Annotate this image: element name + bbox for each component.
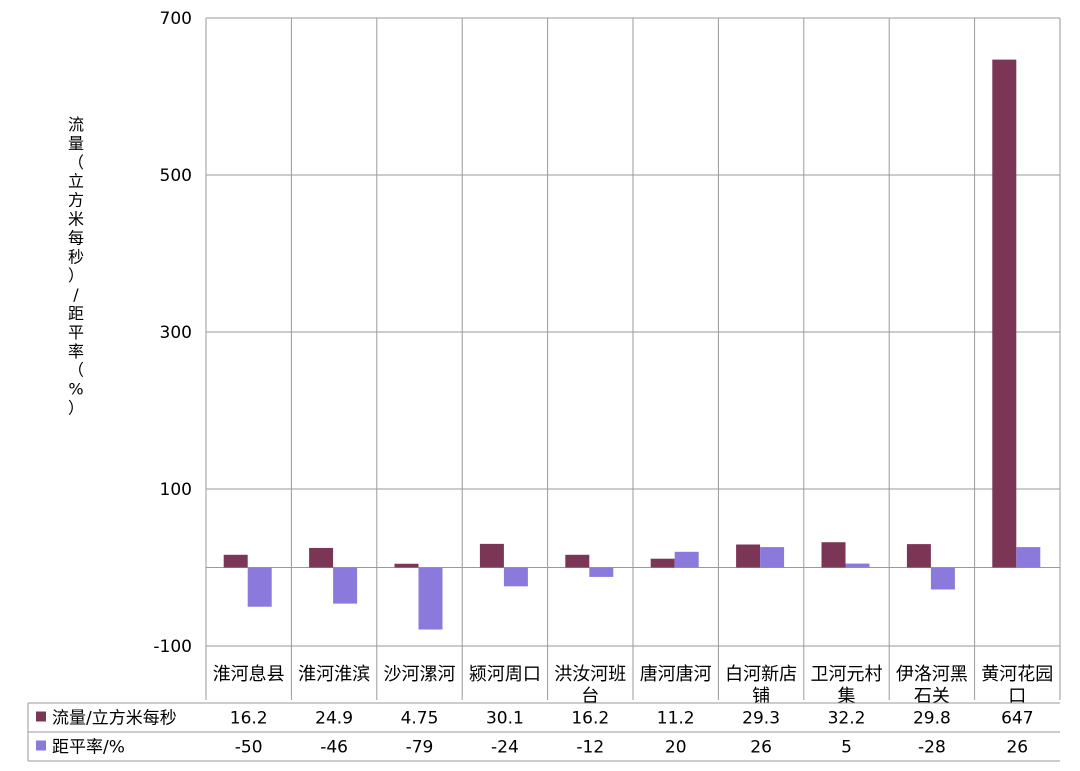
category-label: 唐河唐河 [640,664,712,685]
category-label: 黄河花园 [981,664,1053,685]
table-value: 29.8 [913,709,951,729]
y-ticks: -100 100 300 500 700 [153,9,192,657]
table-value: 11.2 [657,709,695,729]
bar-anomaly [845,563,870,568]
bar-flow [906,544,931,568]
grid [205,17,1061,700]
table-value: -46 [320,738,348,758]
category-label: 洪汝河班 [554,664,626,685]
table-value: 16.2 [230,709,268,729]
category-label: 颍河周口 [469,664,541,685]
category-label: 台 [581,686,599,707]
table-value: 24.9 [315,709,353,729]
y-tick-label: 100 [160,480,192,500]
bar-anomaly [589,567,614,577]
table-value: -28 [918,738,946,758]
y-axis-title: 流量（立方米每秒）/距平率（%） [68,115,84,417]
category-label: 口 [1008,686,1026,707]
bar-flow [565,554,590,568]
category-label: 石关 [914,686,950,707]
table-value: 29.3 [742,709,780,729]
category-label: 卫河元村 [811,664,883,685]
bar-flow [223,554,248,568]
category-label: 淮河息县 [213,664,285,685]
bar-flow [394,563,419,568]
table-value: 5 [841,738,852,758]
table-value: 4.75 [401,709,439,729]
table-value: 20 [665,738,687,758]
bar-flow [309,547,334,568]
table-value: -24 [491,738,519,758]
category-label: 沙河漯河 [384,664,456,685]
bar-anomaly [1016,547,1041,568]
legend-label: 流量/立方米每秒 [52,709,177,729]
category-label: 白河新店 [725,664,797,685]
bar-flow [736,544,761,568]
bar-flow [992,59,1017,568]
category-label: 伊洛河黑 [896,664,968,685]
bar-anomaly [503,567,528,587]
table-value: 32.2 [828,709,866,729]
table-value: -50 [235,738,263,758]
bar-anomaly [760,547,785,568]
table-value: 26 [750,738,772,758]
table-value: -12 [576,738,604,758]
legend-swatch [36,740,46,751]
y-tick-label: 300 [160,323,192,343]
category-label: 淮河淮滨 [298,664,370,685]
bar-anomaly [247,567,272,607]
category-label: 集 [838,686,856,707]
table-value: 647 [1001,709,1033,729]
bar-flow [479,543,504,568]
table-value: 26 [1006,738,1028,758]
bar-anomaly [930,567,955,590]
bar-anomaly [418,567,443,630]
category-label: 铺 [752,686,770,707]
table-value: -79 [406,738,434,758]
y-tick-label: -100 [153,637,192,657]
legend-swatch [36,711,46,722]
bar-anomaly [674,551,699,568]
y-tick-label: 500 [160,166,192,186]
bars [223,59,1041,630]
table-value: 30.1 [486,709,524,729]
y-axis-label: 流量（立方米每秒）/距平率（%） [68,115,84,417]
bar-flow [821,542,846,568]
table-value: 16.2 [571,709,609,729]
y-tick-label: 700 [160,9,192,29]
data-table: 流量/立方米每秒 16.2 24.9 4.75 30.1 16.2 11.2 29.3 32.2… [27,702,1060,762]
legend-label: 距平率/% [52,738,125,758]
bar-anomaly [333,567,358,604]
bar-flow [650,558,675,568]
